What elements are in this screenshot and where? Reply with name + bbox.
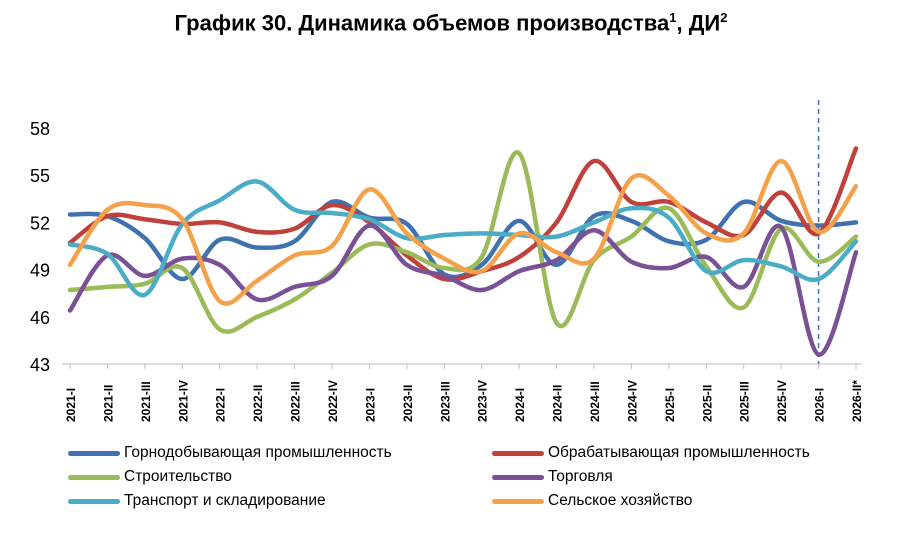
y-tick-label: 52 — [30, 213, 50, 233]
series-line-5 — [67, 179, 859, 298]
legend-item: Обрабатывающая промышленность — [492, 444, 810, 462]
title-footnote-1: 1 — [669, 10, 677, 25]
legend-label: Транспорт и складирование — [124, 492, 326, 509]
x-tick-label: 2021-I — [64, 388, 78, 422]
title-footnote-2: 2 — [720, 10, 728, 25]
x-tick-label: 2022-I — [214, 388, 228, 422]
y-tick-label: 49 — [30, 261, 50, 281]
x-tick-label: 2023-II — [401, 385, 415, 422]
series-line-3 — [67, 150, 859, 334]
y-tick-label: 46 — [30, 308, 50, 328]
chart-title: График 30. Динамика объемов производства… — [0, 10, 902, 36]
x-tick-label: 2025-IV — [775, 380, 789, 422]
x-tick-label: 2026-II* — [850, 380, 864, 422]
x-tick-label: 2022-III — [289, 381, 303, 422]
legend-swatch — [68, 498, 120, 504]
legend-item: Строительство — [68, 468, 232, 486]
y-tick-label: 55 — [30, 166, 50, 186]
legend-swatch — [492, 498, 544, 504]
legend-item: Сельское хозяйство — [492, 492, 692, 510]
legend-item: Транспорт и складирование — [68, 492, 326, 510]
chart-title-text: График 30. Динамика объемов производства — [174, 10, 670, 36]
legend-label: Горнодобывающая промышленность — [124, 444, 392, 461]
legend-swatch — [492, 450, 544, 456]
x-tick-label: 2024-I — [513, 388, 527, 422]
x-tick-label: 2022-II — [251, 385, 265, 422]
x-tick-label: 2023-IV — [476, 380, 490, 422]
x-tick-label: 2021-II — [101, 385, 115, 422]
x-tick-label: 2025-III — [738, 381, 752, 422]
x-tick-label: 2021-IV — [176, 380, 190, 422]
x-tick-label: 2025-I — [663, 388, 677, 422]
legend-label: Обрабатывающая промышленность — [548, 444, 810, 461]
legend-item: Торговля — [492, 468, 613, 486]
legend-swatch — [492, 474, 544, 480]
x-tick-label: 2024-III — [588, 381, 602, 422]
x-tick-label: 2026-I — [813, 388, 827, 422]
line-chart: 43 46 49 52 55 58 2021-I 2021-II 2021-III 2021-IV… — [30, 100, 864, 422]
x-tick-label: 2024-IV — [625, 380, 639, 422]
series-line-6 — [67, 158, 859, 306]
legend-label: Строительство — [124, 468, 232, 485]
x-tick-label: 2021-III — [139, 381, 153, 422]
legend-swatch — [68, 450, 120, 456]
x-tick-label: 2023-III — [438, 381, 452, 422]
series-line-4 — [67, 223, 859, 357]
x-tick-label: 2022-IV — [326, 380, 340, 422]
x-tick-label: 2025-II — [700, 385, 714, 422]
legend-label: Сельское хозяйство — [548, 492, 693, 509]
legend-swatch — [68, 474, 120, 480]
x-tick-label: 2023-I — [363, 388, 377, 422]
y-tick-label: 58 — [30, 119, 50, 139]
legend-label: Торговля — [548, 468, 613, 485]
legend-item: Горнодобывающая промышленность — [68, 444, 392, 462]
title-suffix: , ДИ — [676, 10, 721, 36]
y-tick-label: 43 — [30, 355, 50, 375]
x-tick-label: 2024-II — [551, 385, 565, 422]
